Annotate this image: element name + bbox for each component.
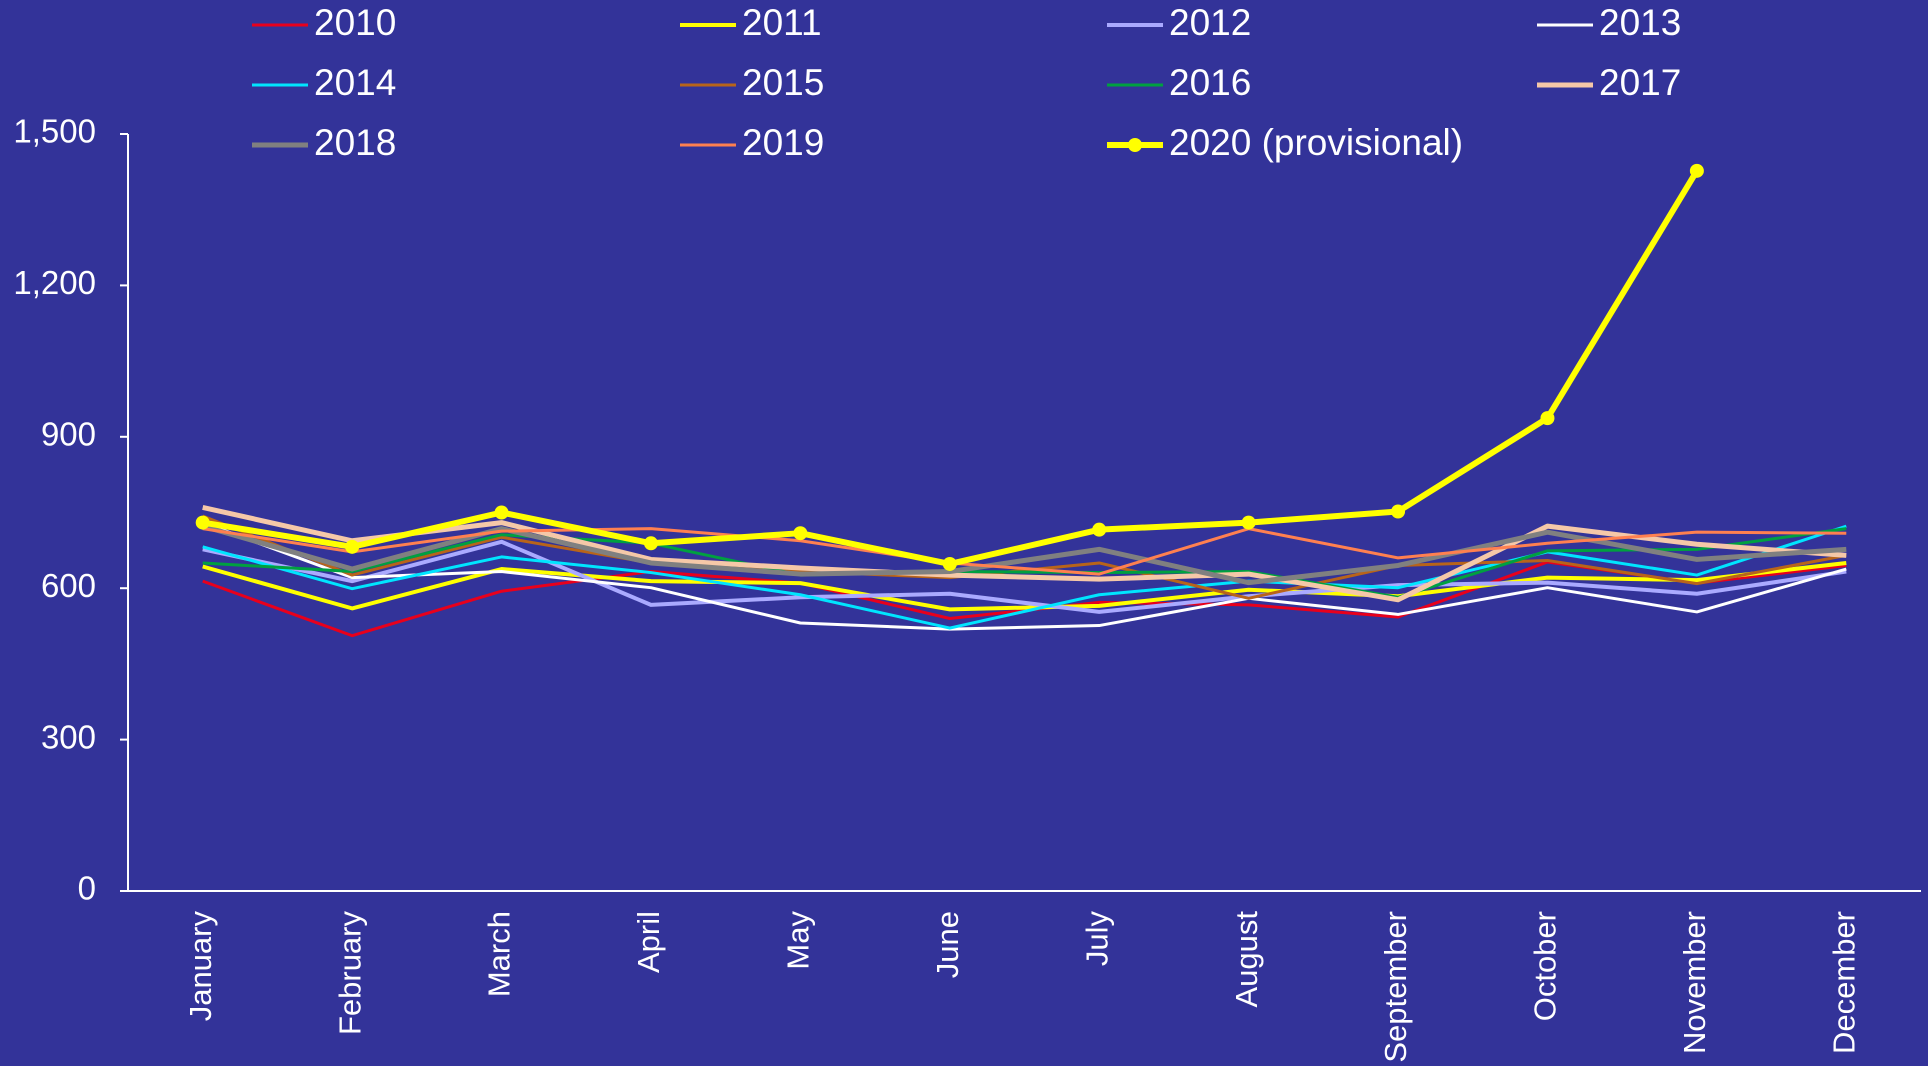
series-line [202, 527, 1847, 599]
point [1540, 411, 1555, 426]
series-line [202, 169, 1700, 567]
series-line [202, 539, 1847, 614]
series-line [202, 560, 1847, 612]
x-tick-label: September [1378, 911, 1413, 1063]
legend-label: 2019 [742, 122, 824, 163]
x-tick-label: October [1528, 911, 1563, 1021]
y-tick-label: 1,500 [13, 113, 96, 150]
point [1092, 522, 1107, 537]
x-tick-label: February [332, 911, 367, 1036]
series-line [202, 505, 1847, 603]
legend-label: 2010 [314, 2, 396, 43]
x-tick-label: April [631, 911, 666, 973]
legend-label: 2016 [1169, 62, 1251, 103]
y-tick-label: 600 [41, 567, 96, 604]
legend-label: 2014 [314, 62, 396, 103]
legend-label: 2012 [1169, 2, 1251, 43]
x-tick-label: August [1229, 911, 1264, 1008]
x-tick-label: January [183, 911, 218, 1022]
point [643, 536, 658, 551]
y-tick-label: 300 [41, 718, 96, 755]
x-tick-label: March [482, 911, 517, 997]
legend-marker [1128, 138, 1142, 152]
x-tick-label: June [930, 911, 965, 978]
series-line [202, 527, 1847, 576]
legend-label: 2015 [742, 62, 824, 103]
series-line [202, 524, 1847, 630]
point [1241, 515, 1256, 530]
point [494, 505, 509, 520]
point [345, 539, 360, 554]
legend-label: 2018 [314, 122, 396, 163]
x-tick-label: December [1826, 911, 1861, 1054]
y-tick-label: 1,200 [13, 264, 96, 301]
point [1391, 504, 1406, 519]
series-line [202, 514, 1847, 600]
legend-label: 2011 [742, 2, 822, 43]
legend-label: 2017 [1599, 62, 1681, 103]
point [942, 556, 957, 571]
point [195, 515, 210, 530]
series-line [202, 521, 1847, 631]
point [1689, 163, 1704, 178]
x-tick-label: May [781, 911, 816, 970]
x-tick-label: November [1677, 911, 1712, 1054]
y-tick-label: 0 [78, 870, 96, 907]
x-tick-label: July [1079, 911, 1114, 967]
point [793, 526, 808, 541]
legend-label: 2020 (provisional) [1169, 122, 1463, 163]
legend-label: 2013 [1599, 2, 1681, 43]
y-tick-label: 900 [41, 416, 96, 453]
